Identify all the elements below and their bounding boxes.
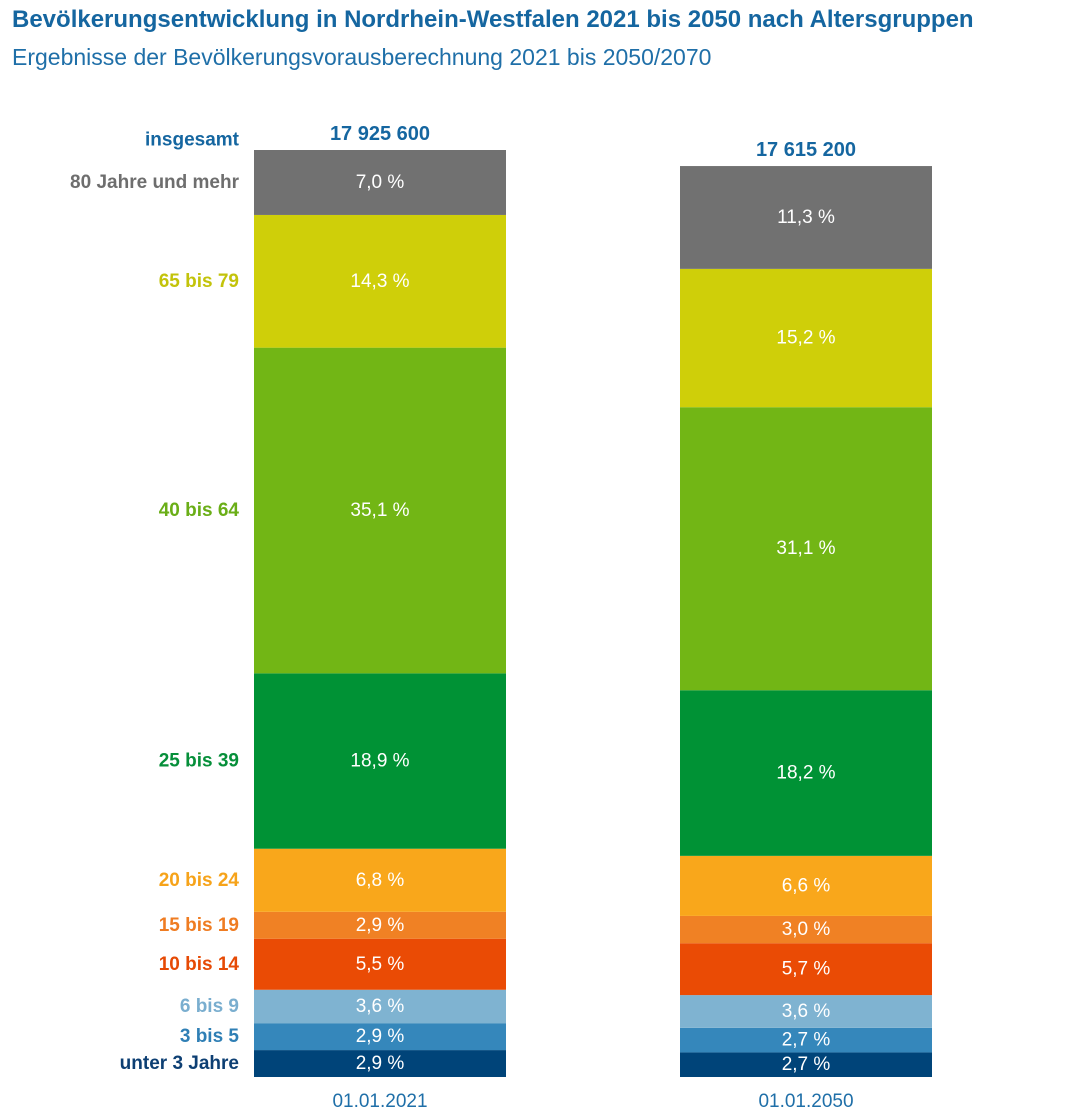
category-label: 10 bis 14 xyxy=(159,954,240,975)
segment-value-label: 6,8 % xyxy=(356,870,405,891)
category-label: 80 Jahre und mehr xyxy=(70,172,240,193)
segment-value-label: 18,9 % xyxy=(350,751,409,772)
bar-segment xyxy=(254,1050,506,1077)
segment-value-label: 2,7 % xyxy=(782,1030,831,1051)
category-label: 65 bis 79 xyxy=(159,271,239,292)
category-label: unter 3 Jahre xyxy=(120,1053,239,1074)
bar-segment xyxy=(254,347,506,674)
bar-date-label: 01.01.2021 xyxy=(332,1091,427,1112)
bar-segment xyxy=(254,150,506,215)
bar-segment xyxy=(680,915,932,944)
segment-value-label: 7,0 % xyxy=(356,172,405,193)
bar-segment xyxy=(680,166,932,269)
chart-subtitle: Ergebnisse der Bevölkerungsvorausberechn… xyxy=(12,44,712,70)
chart-title: Bevölkerungsentwicklung in Nordrhein-Wes… xyxy=(12,6,974,33)
bar-segment xyxy=(254,848,506,912)
segment-value-label: 6,6 % xyxy=(782,875,831,896)
bar-segment xyxy=(680,1052,932,1077)
bar-total-label: 17 925 600 xyxy=(330,123,430,145)
bar-segment xyxy=(680,1027,932,1053)
segment-value-label: 2,7 % xyxy=(782,1054,831,1075)
segment-value-label: 2,9 % xyxy=(356,1053,405,1074)
category-label: 6 bis 9 xyxy=(180,996,239,1017)
category-label: 25 bis 39 xyxy=(159,751,239,772)
bar-total-label: 17 615 200 xyxy=(756,139,856,161)
bar-date-label: 01.01.2050 xyxy=(758,1091,853,1112)
bar-segment xyxy=(254,989,506,1024)
segment-value-label: 14,3 % xyxy=(350,271,409,292)
bar-segment xyxy=(254,1023,506,1051)
category-label: 40 bis 64 xyxy=(159,500,240,521)
category-label: 15 bis 19 xyxy=(159,915,239,936)
bar-segment xyxy=(680,407,932,691)
bar-segment xyxy=(680,268,932,408)
total-row-label: insgesamt xyxy=(145,130,240,151)
segment-value-label: 2,9 % xyxy=(356,915,405,936)
bar-segment xyxy=(680,855,932,916)
bar-segment xyxy=(680,690,932,856)
bar-segment xyxy=(680,943,932,996)
segment-value-label: 5,7 % xyxy=(782,959,831,980)
bar-segment xyxy=(254,911,506,939)
segment-value-label: 18,2 % xyxy=(776,763,835,784)
bar-segment xyxy=(254,214,506,348)
segment-value-label: 15,2 % xyxy=(776,328,835,349)
bar-segment xyxy=(680,995,932,1028)
segment-value-label: 31,1 % xyxy=(776,538,835,559)
segment-value-label: 11,3 % xyxy=(777,207,835,228)
category-label: 3 bis 5 xyxy=(180,1026,240,1047)
segment-value-label: 3,6 % xyxy=(356,996,405,1017)
segment-value-label: 3,6 % xyxy=(782,1001,831,1022)
segment-value-label: 2,9 % xyxy=(356,1026,405,1047)
segment-value-label: 3,0 % xyxy=(782,919,831,940)
bar-segment xyxy=(254,673,506,849)
segment-value-label: 5,5 % xyxy=(356,954,405,975)
segment-value-label: 35,1 % xyxy=(350,500,409,521)
bar-segment xyxy=(254,938,506,990)
category-label: 20 bis 24 xyxy=(159,870,240,891)
